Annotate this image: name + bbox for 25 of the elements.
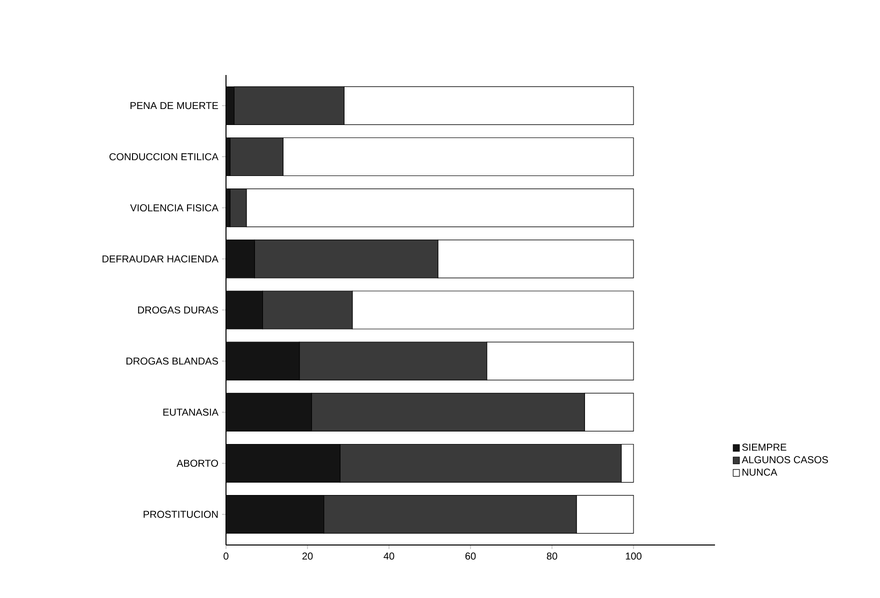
- x-tick-label: 60: [465, 552, 476, 560]
- x-tick-label: 80: [546, 552, 558, 560]
- x-tick-label: 40: [384, 552, 394, 560]
- y-tick-label: DROGAS DURAS: [138, 306, 218, 314]
- y-tick-label: CONDUCCION ETILICA: [110, 153, 218, 160]
- y-tick-label: PROSTITUCION: [144, 510, 218, 518]
- legend-label: ALGUNOS CASOS: [742, 456, 828, 464]
- y-tick-label: EUTANASIA: [163, 408, 218, 416]
- bar: [226, 342, 300, 380]
- bar: [226, 86, 234, 125]
- x-tick-label: 100: [626, 552, 642, 560]
- bar: [226, 495, 324, 534]
- bar: [226, 444, 340, 483]
- bar: [226, 240, 255, 278]
- legend-label: NUNCA: [742, 468, 778, 476]
- bar: [226, 392, 312, 432]
- y-tick-label: DROGAS BLANDAS: [126, 358, 218, 365]
- x-tick-label: 20: [302, 552, 313, 560]
- y-tick-label: PENA DE MUERTE: [130, 102, 218, 110]
- legend-label: SIEMPRE: [742, 444, 786, 451]
- bar: [226, 290, 263, 330]
- y-tick-label: VIOLENCIA FISICA: [130, 204, 218, 212]
- x-tick-label: 0: [224, 552, 228, 560]
- y-tick-label: ABORTO: [176, 460, 218, 467]
- y-tick-label: DEFRAUDAR HACIENDA: [102, 255, 218, 262]
